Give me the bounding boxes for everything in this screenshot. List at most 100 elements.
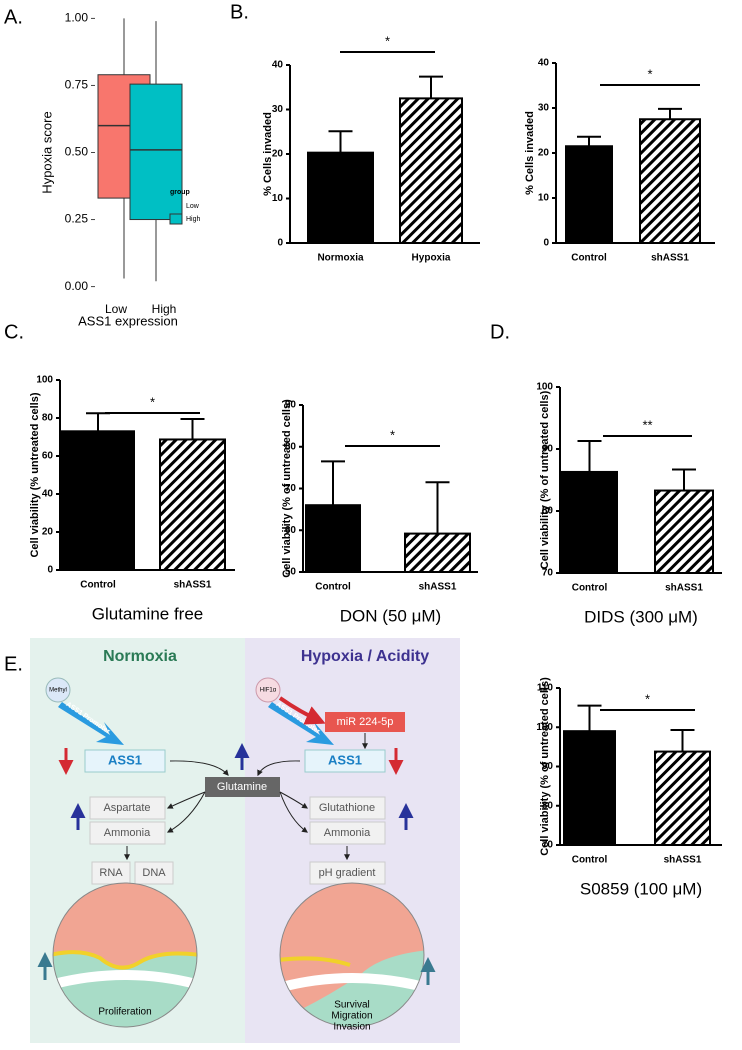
y-tick-label: 60 bbox=[42, 451, 54, 462]
tissue-illustration bbox=[53, 883, 197, 1027]
y-tick-label: 40 bbox=[42, 489, 54, 500]
bar bbox=[654, 750, 711, 847]
bar bbox=[654, 489, 714, 575]
arrow bbox=[257, 760, 301, 777]
y-tick-label: 80 bbox=[285, 441, 297, 452]
y-tick-label: 20 bbox=[538, 148, 550, 159]
pathway-diagram: Normoxia Hypoxia / Acidity Methyl HIF1α … bbox=[30, 638, 460, 1043]
y-tick-label: 40 bbox=[272, 60, 284, 71]
bar bbox=[561, 470, 618, 574]
factor-circle bbox=[255, 677, 281, 703]
legend-label: Low bbox=[186, 203, 200, 210]
bar bbox=[399, 97, 463, 244]
y-axis-label: Hypoxia score bbox=[39, 111, 54, 193]
y-tick-label: 30 bbox=[272, 104, 284, 115]
nucleic-label: DNA bbox=[142, 867, 166, 879]
ass1-box bbox=[84, 749, 166, 773]
outcome-label: Proliferation bbox=[98, 1007, 151, 1018]
y-tick-label: 1.00 bbox=[65, 11, 89, 25]
factor-circle bbox=[45, 677, 71, 703]
panel-label: E. bbox=[4, 653, 23, 675]
y-axis-label: Cell viability (% untreated cells) bbox=[29, 392, 41, 557]
y-tick-label: 40 bbox=[538, 58, 550, 69]
y-tick-label: 30 bbox=[538, 103, 550, 114]
x-axis-label: DIDS (300 μM) bbox=[584, 607, 698, 626]
tissue-outline bbox=[279, 882, 425, 1028]
y-tick-label: 60 bbox=[285, 525, 297, 536]
bar bbox=[61, 430, 135, 571]
y-tick-label: 100 bbox=[536, 722, 553, 733]
y-axis-label: Cell viability (% of untreated cells) bbox=[539, 390, 551, 569]
x-tick-label: Normoxia bbox=[317, 253, 364, 264]
x-axis-label: ASS1 expression bbox=[78, 313, 178, 328]
mirna-label: miR 224-5p bbox=[337, 716, 394, 728]
y-tick-label: 0.75 bbox=[65, 78, 89, 92]
metabolite-label: Ammonia bbox=[324, 827, 371, 839]
x-tick-label: shASS1 bbox=[174, 580, 212, 591]
legend-title: group bbox=[170, 189, 190, 196]
y-tick-label: 10 bbox=[538, 193, 550, 204]
y-tick-label: 90 bbox=[285, 400, 297, 411]
y-tick-label: 70 bbox=[542, 568, 554, 579]
glutamine-label: Glutamine bbox=[217, 781, 267, 793]
bar bbox=[305, 504, 361, 574]
y-tick-label: 0.25 bbox=[65, 212, 89, 226]
metabolite-box bbox=[309, 821, 386, 845]
y-axis-label: Cell viability (% of untreated cells) bbox=[539, 677, 551, 856]
panel-label: C. bbox=[4, 321, 24, 343]
bar bbox=[159, 438, 226, 571]
box bbox=[129, 83, 183, 221]
y-tick-label: 0 bbox=[277, 238, 283, 249]
bar bbox=[639, 118, 701, 244]
diagram-title: Hypoxia / Acidity bbox=[301, 648, 429, 665]
glutamine-box bbox=[205, 777, 280, 797]
y-axis-label: Cell viability (% of untreated cells) bbox=[281, 399, 293, 578]
metabolite-box bbox=[89, 821, 166, 845]
outcome-label: Migration bbox=[331, 1011, 372, 1022]
tissue-outline bbox=[52, 882, 198, 1028]
x-tick-label: Low bbox=[105, 302, 127, 316]
y-tick-label: 90 bbox=[542, 444, 554, 455]
y-tick-label: 0 bbox=[543, 238, 549, 249]
y-tick-label: 0.50 bbox=[65, 145, 89, 159]
y-tick-label: 10 bbox=[272, 193, 284, 204]
x-tick-label: shASS1 bbox=[419, 582, 457, 593]
metabolite-box bbox=[89, 796, 166, 820]
x-axis-label: DON (50 μM) bbox=[340, 606, 441, 625]
promoter-arrow bbox=[268, 702, 334, 745]
diagram-title: Normoxia bbox=[103, 648, 177, 665]
arrow bbox=[279, 791, 308, 809]
ass1-box bbox=[304, 749, 386, 773]
y-tick-label: 110 bbox=[537, 683, 554, 694]
y-axis-label: % Cells invaded bbox=[262, 112, 274, 196]
x-tick-label: Control bbox=[80, 580, 116, 591]
x-tick-label: Hypoxia bbox=[412, 253, 451, 264]
y-tick-label: 80 bbox=[542, 800, 554, 811]
x-tick-label: shASS1 bbox=[665, 583, 703, 594]
y-tick-label: 70 bbox=[285, 483, 297, 494]
arrow bbox=[166, 791, 206, 809]
panel-label: D. bbox=[490, 321, 510, 343]
bar bbox=[404, 532, 471, 574]
x-tick-label: shASS1 bbox=[651, 253, 689, 264]
factor-label: HIF1α bbox=[260, 688, 277, 694]
bar bbox=[565, 145, 613, 244]
bar bbox=[307, 151, 374, 244]
nucleic-label: RNA bbox=[99, 867, 123, 879]
metabolite-box bbox=[309, 796, 386, 820]
x-axis-label: Glutamine free bbox=[92, 604, 204, 623]
y-tick-label: 20 bbox=[42, 527, 54, 538]
significance-label: * bbox=[385, 33, 390, 48]
x-tick-label: Control bbox=[315, 582, 351, 593]
y-tick-label: 90 bbox=[542, 761, 554, 772]
outcome-label: Invasion bbox=[333, 1022, 370, 1033]
x-tick-label: High bbox=[152, 302, 177, 316]
significance-label: ** bbox=[642, 417, 652, 432]
panel-label: A. bbox=[4, 6, 23, 28]
y-axis-label: % Cells invaded bbox=[524, 111, 536, 195]
y-tick-label: 0.00 bbox=[65, 279, 89, 293]
legend-label: High bbox=[186, 216, 201, 223]
x-tick-label: Control bbox=[572, 855, 608, 866]
y-tick-label: 80 bbox=[42, 413, 54, 424]
nucleic-box bbox=[134, 861, 174, 885]
